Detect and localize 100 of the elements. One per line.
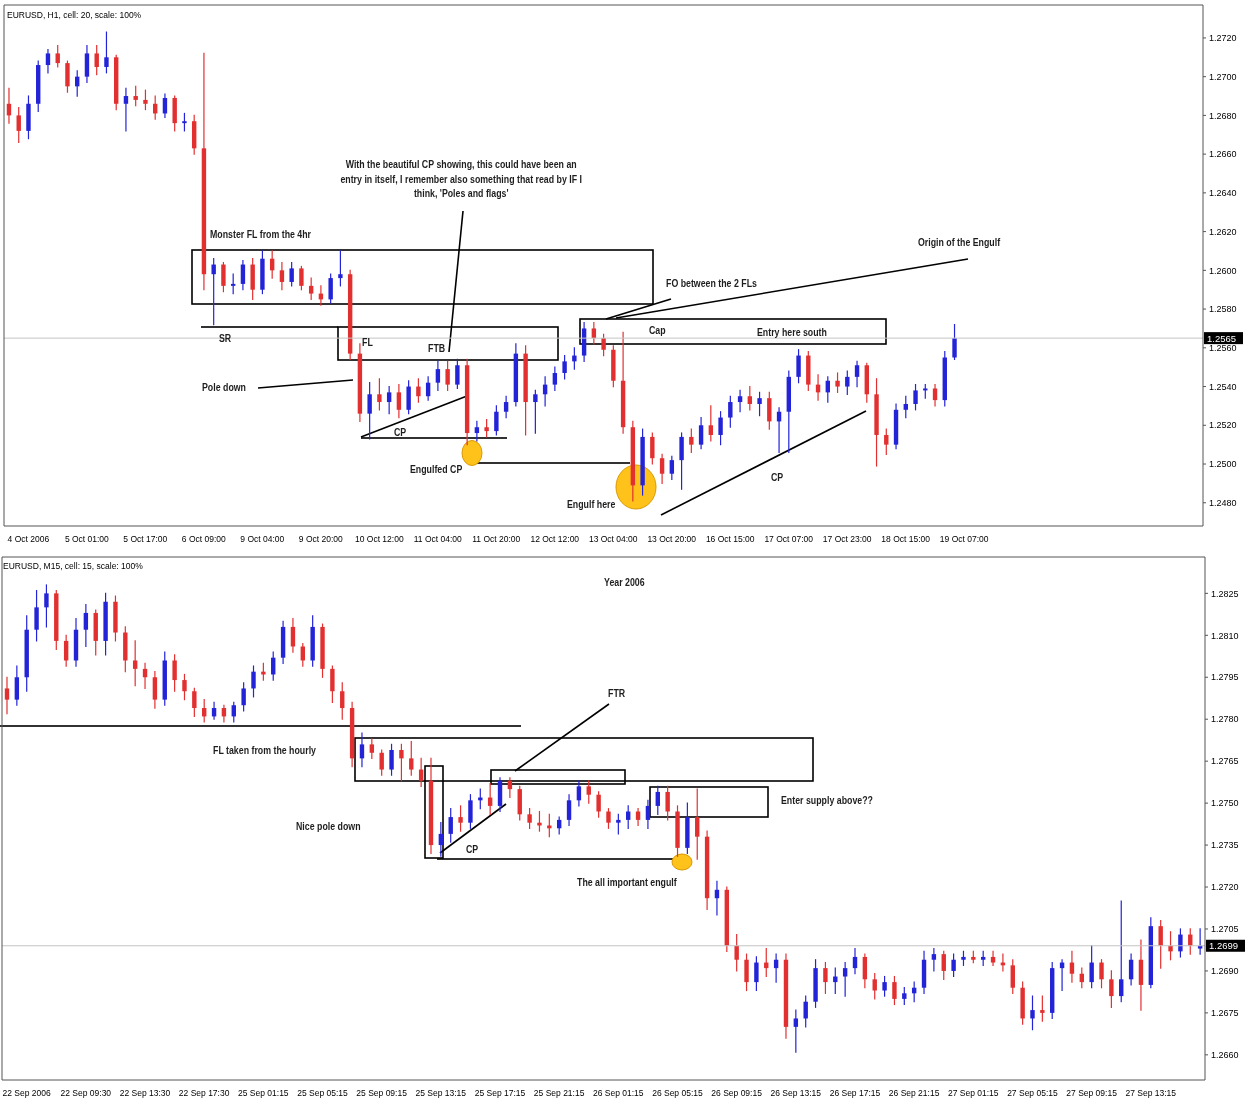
- candlestick: [494, 405, 499, 436]
- y-tick-label: 1.2690: [1211, 966, 1239, 977]
- candlestick: [1040, 995, 1045, 1022]
- y-tick-label: 1.2810: [1211, 630, 1239, 641]
- candlestick: [44, 584, 49, 628]
- candlestick: [416, 378, 421, 403]
- x-tick-label: 9 Oct 20:00: [298, 534, 344, 545]
- x-tick-label: 25 Sep 21:15: [533, 1088, 585, 1099]
- candlestick: [734, 933, 739, 972]
- x-tick-label: 17 Oct 23:00: [822, 534, 872, 545]
- annotation: Cap: [649, 323, 666, 338]
- candlestick: [299, 265, 304, 291]
- candlestick: [566, 794, 572, 827]
- candlestick: [132, 640, 138, 687]
- candlestick: [562, 354, 567, 380]
- x-tick-label: 5 Oct 01:00: [64, 534, 110, 545]
- y-tick-label: 1.2600: [1209, 265, 1237, 276]
- candlestick: [527, 808, 532, 829]
- candlestick: [708, 405, 714, 442]
- candlestick: [931, 947, 937, 972]
- x-tick-label: 12 Oct 12:00: [530, 534, 580, 545]
- candlestick: [744, 953, 749, 992]
- candlestick: [689, 428, 694, 453]
- candlestick: [872, 973, 877, 1000]
- x-tick-label: 13 Oct 04:00: [588, 534, 638, 545]
- x-tick-label: 5 Oct 17:00: [123, 534, 168, 545]
- candlestick: [952, 323, 957, 361]
- annotation: With the beautiful CP showing, this could have been an entry in itself, I remember also something that read by IF I think, 'Poles and flags': [339, 157, 583, 201]
- x-tick-label: 11 Oct 20:00: [472, 534, 521, 545]
- x-tick-label: 4 Oct 2006: [7, 534, 50, 545]
- candlestick: [903, 395, 908, 419]
- x-tick-label: 27 Sep 05:15: [1007, 1088, 1058, 1099]
- x-tick-label: 27 Sep 13:15: [1125, 1088, 1177, 1099]
- candlestick: [601, 333, 606, 357]
- candlestick: [596, 791, 601, 818]
- y-tick-label: 1.2480: [1209, 497, 1237, 508]
- candlestick: [409, 740, 414, 776]
- candlestick: [328, 273, 333, 304]
- candlestick: [458, 805, 463, 832]
- candlestick: [754, 956, 759, 992]
- x-tick-label: 25 Sep 17:15: [474, 1088, 526, 1099]
- candlestick: [616, 813, 621, 835]
- y-tick-label: 1.2680: [1209, 110, 1237, 121]
- candlestick: [474, 420, 480, 442]
- candlestick: [547, 813, 552, 838]
- y-tick-label: 1.2540: [1209, 381, 1237, 392]
- annotation: CP: [771, 470, 784, 485]
- candlestick: [172, 654, 177, 692]
- candlestick: [951, 953, 956, 978]
- x-tick-label: 6 Oct 09:00: [181, 534, 227, 545]
- x-tick-label: 26 Sep 13:15: [770, 1088, 822, 1099]
- y-tick-label: 1.2750: [1211, 798, 1239, 809]
- candlestick: [55, 45, 60, 68]
- candlestick: [367, 382, 372, 440]
- candlestick: [650, 432, 655, 465]
- annotation: FO between the 2 FLs: [666, 276, 757, 291]
- candlestick: [45, 48, 51, 74]
- annotation: FL: [362, 335, 373, 350]
- candlestick: [369, 738, 375, 759]
- candlestick: [586, 780, 591, 804]
- candlestick: [448, 808, 453, 843]
- candlestick: [455, 358, 460, 390]
- candlestick: [659, 453, 665, 484]
- candlestick: [406, 380, 411, 415]
- candlestick: [192, 687, 197, 718]
- candlestick: [606, 808, 611, 829]
- ref-line-label: 1.2565: [1207, 332, 1237, 344]
- candlestick: [83, 603, 89, 648]
- annotation: The all important engulf: [577, 875, 677, 890]
- candlestick: [572, 347, 577, 370]
- candlestick: [445, 360, 450, 392]
- candlestick: [747, 385, 753, 411]
- candlestick: [884, 428, 889, 455]
- candlestick: [104, 31, 109, 74]
- candlestick: [359, 732, 365, 768]
- y-tick-label: 1.2765: [1211, 756, 1239, 767]
- annotation: Pole down: [202, 380, 246, 395]
- annotation: Monster FL from the 4hr: [210, 227, 312, 242]
- x-tick-label: 16 Oct 15:00: [705, 534, 755, 545]
- annotation: Engulf here: [567, 497, 616, 512]
- candlestick: [576, 780, 582, 807]
- x-tick-label: 22 Sep 09:30: [60, 1088, 112, 1099]
- y-tick-label: 1.2720: [1211, 882, 1239, 893]
- candlestick: [14, 665, 20, 706]
- x-tick-label: 27 Sep 09:15: [1066, 1088, 1118, 1099]
- candlestick: [728, 395, 733, 428]
- candlestick: [793, 1009, 799, 1053]
- candlestick: [221, 261, 226, 293]
- candlestick: [1197, 928, 1203, 955]
- x-tick-label: 25 Sep 13:15: [415, 1088, 467, 1099]
- candlestick: [718, 411, 723, 446]
- candlestick: [698, 416, 704, 450]
- y-tick-label: 1.2580: [1209, 304, 1237, 315]
- candlestick: [1119, 900, 1124, 1003]
- candlestick: [435, 360, 441, 392]
- y-tick-label: 1.2640: [1209, 188, 1237, 199]
- y-tick-label: 1.2500: [1209, 459, 1237, 470]
- candlestick: [679, 432, 684, 490]
- candlestick: [399, 743, 404, 782]
- candlestick: [823, 961, 828, 994]
